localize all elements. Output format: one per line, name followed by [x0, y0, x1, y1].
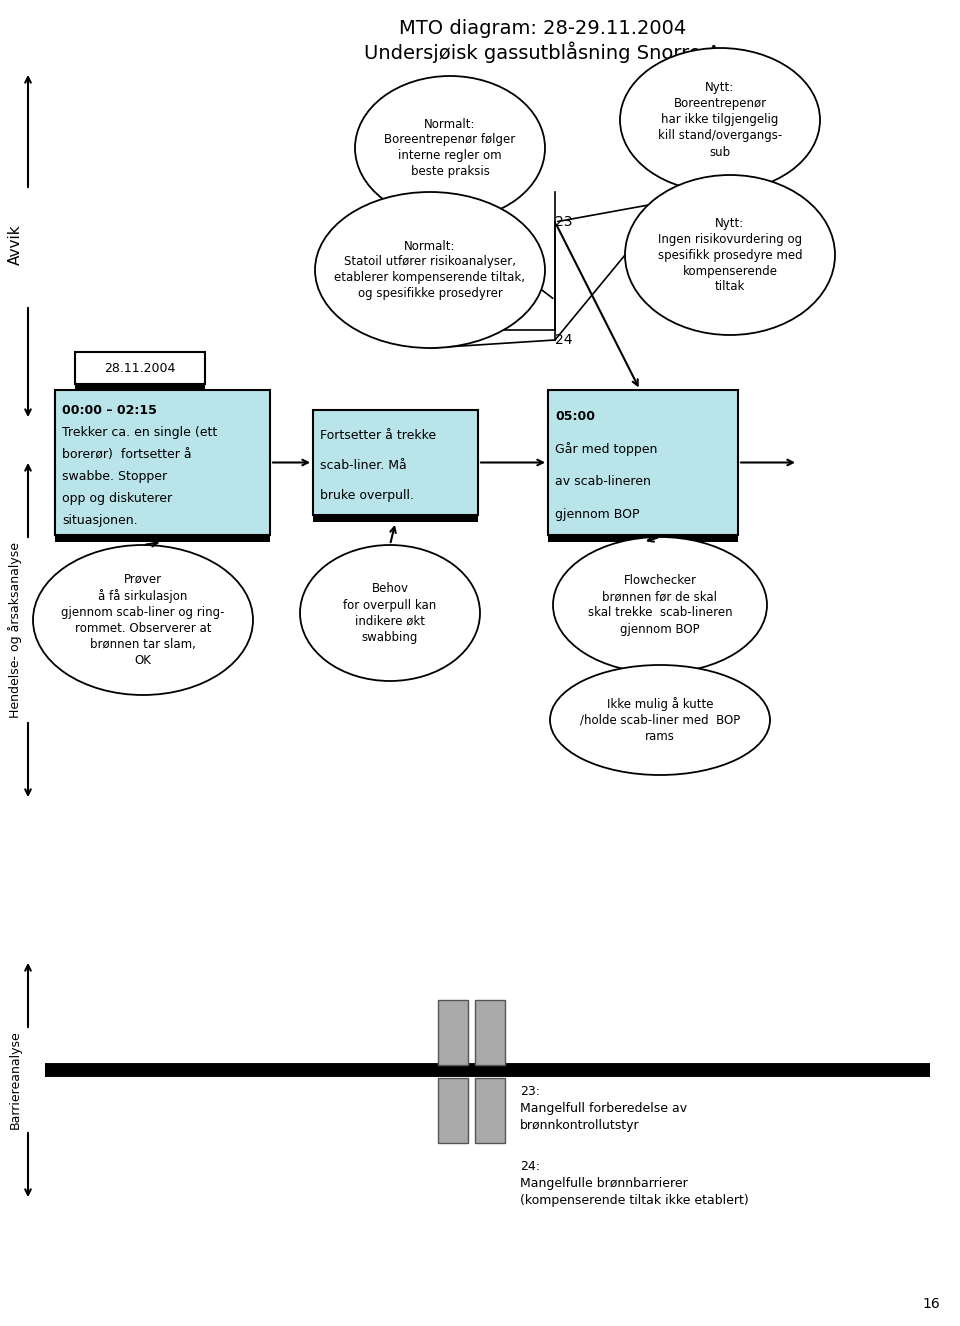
Text: Behov
for overpull kan
indikere økt
swabbing: Behov for overpull kan indikere økt swab…	[344, 582, 437, 643]
Text: Nytt:
Ingen risikovurdering og
spesifikk prosedyre med
kompenserende
tiltak: Nytt: Ingen risikovurdering og spesifikk…	[658, 216, 803, 293]
Text: Trekker ca. en single (ett: Trekker ca. en single (ett	[62, 426, 217, 439]
Bar	[438, 1078, 468, 1143]
Text: 24:
Mangelfulle brønnbarrierer
(kompenserende tiltak ikke etablert): 24: Mangelfulle brønnbarrierer (kompense…	[520, 1160, 749, 1207]
Text: Går med toppen: Går med toppen	[555, 442, 658, 456]
Ellipse shape	[315, 192, 545, 347]
Text: borerør)  fortsetter å: borerør) fortsetter å	[62, 448, 192, 461]
Text: Normalt:
Boreentrepenør følger
interne regler om
beste praksis: Normalt: Boreentrepenør følger interne r…	[384, 118, 516, 179]
Text: 05:00: 05:00	[555, 410, 595, 423]
Bar	[475, 1000, 505, 1065]
Text: situasjonen.: situasjonen.	[62, 513, 137, 526]
Text: swabbe. Stopper: swabbe. Stopper	[62, 469, 167, 483]
Text: 28.11.2004: 28.11.2004	[105, 362, 176, 374]
Bar	[438, 1000, 468, 1065]
Bar	[75, 385, 205, 390]
Text: Fortsetter å trekke: Fortsetter å trekke	[320, 428, 436, 442]
Ellipse shape	[620, 48, 820, 192]
Bar	[313, 410, 478, 514]
Text: 24: 24	[555, 333, 572, 347]
Text: Prøver
å få sirkulasjon
gjennom scab-liner og ring-
rommet. Observerer at
brønne: Prøver å få sirkulasjon gjennom scab-lin…	[61, 573, 225, 667]
Text: 23: 23	[555, 215, 572, 229]
Ellipse shape	[33, 545, 253, 695]
Text: Flowchecker
brønnen før de skal
skal trekke  scab-lineren
gjennom BOP: Flowchecker brønnen før de skal skal tre…	[588, 574, 732, 635]
Bar	[55, 534, 270, 542]
Bar	[75, 351, 205, 385]
Bar	[313, 514, 478, 522]
Text: Hendelse- og årsaksanalyse: Hendelse- og årsaksanalyse	[8, 542, 22, 717]
Ellipse shape	[355, 76, 545, 220]
Ellipse shape	[625, 175, 835, 335]
Text: gjennom BOP: gjennom BOP	[555, 508, 639, 521]
Ellipse shape	[300, 545, 480, 682]
Text: Ikke mulig å kutte
/holde scab-liner med  BOP
rams: Ikke mulig å kutte /holde scab-liner med…	[580, 697, 740, 743]
Ellipse shape	[553, 537, 767, 674]
Text: Avvik: Avvik	[8, 224, 22, 265]
Bar	[55, 390, 270, 534]
Text: Nytt:
Boreentrepenør
har ikke tilgjengelig
kill stand/overgangs-
sub: Nytt: Boreentrepenør har ikke tilgjengel…	[658, 81, 782, 159]
Text: Undersjøisk gassutblåsning Snorre A: Undersjøisk gassutblåsning Snorre A	[364, 41, 721, 62]
Text: MTO diagram: 28-29.11.2004: MTO diagram: 28-29.11.2004	[398, 19, 686, 37]
Bar	[475, 1078, 505, 1143]
Bar	[548, 390, 738, 534]
Text: Barriereanalyse: Barriereanalyse	[9, 1030, 21, 1130]
Text: bruke overpull.: bruke overpull.	[320, 489, 414, 503]
Bar	[548, 534, 738, 542]
Ellipse shape	[550, 666, 770, 774]
Text: Normalt:
Statoil utfører risikoanalyser,
etablerer kompenserende tiltak,
og spes: Normalt: Statoil utfører risikoanalyser,…	[334, 240, 525, 301]
Text: 16: 16	[923, 1297, 940, 1311]
Text: opp og diskuterer: opp og diskuterer	[62, 492, 172, 505]
Text: av scab-lineren: av scab-lineren	[555, 476, 651, 488]
Text: 00:00 – 02:15: 00:00 – 02:15	[62, 404, 156, 418]
Text: 23:
Mangelfull forberedelse av
brønnkontrollutstyr: 23: Mangelfull forberedelse av brønnkont…	[520, 1085, 687, 1132]
Text: scab-liner. Må: scab-liner. Må	[320, 459, 407, 472]
